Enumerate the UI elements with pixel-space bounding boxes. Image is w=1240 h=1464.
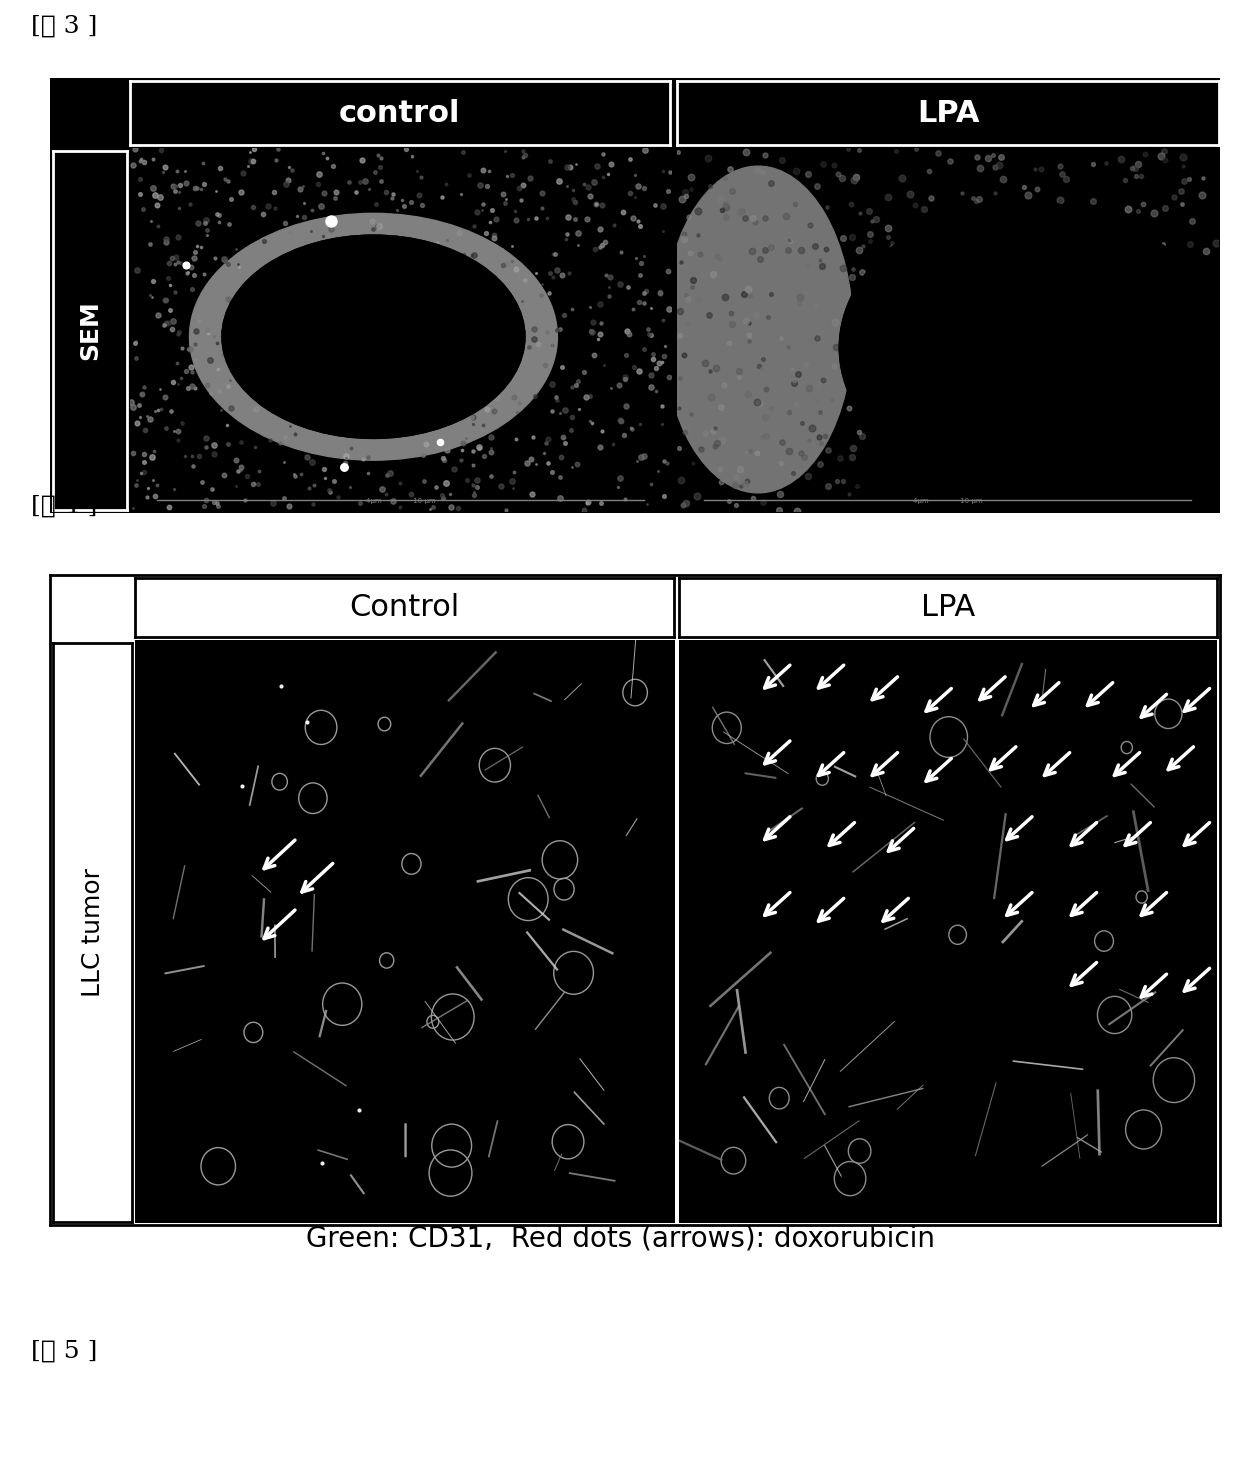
Text: LLC tumor: LLC tumor — [81, 868, 104, 997]
Circle shape — [222, 236, 525, 438]
Text: Green: CD31,  Red dots (arrows): doxorubicin: Green: CD31, Red dots (arrows): doxorubi… — [305, 1225, 935, 1253]
Text: 4μm              10 μm: 4μm 10 μm — [913, 498, 982, 504]
Ellipse shape — [839, 202, 1218, 493]
Text: SEM: SEM — [78, 300, 102, 360]
Text: [図 3 ]: [図 3 ] — [31, 15, 98, 37]
Circle shape — [190, 214, 558, 460]
Ellipse shape — [839, 202, 1218, 493]
Text: 4μm              10 μm: 4μm 10 μm — [366, 498, 435, 504]
Text: LPA: LPA — [921, 593, 975, 622]
Text: LPA: LPA — [916, 98, 980, 127]
Text: [図 5 ]: [図 5 ] — [31, 1340, 98, 1362]
Ellipse shape — [663, 165, 853, 493]
Text: Control: Control — [350, 593, 460, 622]
Text: [図 4 ]: [図 4 ] — [31, 495, 98, 517]
Circle shape — [222, 236, 525, 438]
Text: control: control — [340, 98, 461, 127]
